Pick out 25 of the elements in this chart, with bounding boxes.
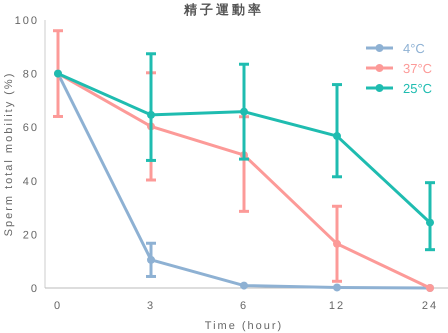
y-tick-label: 80 [22,68,39,81]
y-tick-label: 40 [22,176,39,188]
y-axis-title: Sperm total mobility (%) [3,72,15,236]
point [426,218,434,227]
x-axis-title: Time (hour) [204,320,284,332]
x-tick-label: 6 [240,300,248,312]
x-tick-label: 0 [54,300,62,312]
point [333,240,341,248]
y-tick-label: 60 [22,122,39,134]
y-tick-label: 100 [14,15,39,27]
legend-label: 37°C [403,61,432,76]
point [147,256,155,264]
point [240,282,248,290]
y-tick-label: 20 [22,229,39,242]
point [333,283,341,292]
legend-label: 25°C [403,81,432,96]
title: 精子運動率 [184,2,264,17]
x-tick-label: 3 [146,300,156,312]
x-tick-label: 12 [328,300,346,312]
point [147,110,155,119]
point [333,132,341,140]
x-tick-label: 24 [422,300,438,312]
point [240,108,248,116]
legend-label: 4°C [403,41,425,56]
y-tick-label: 0 [30,283,39,295]
